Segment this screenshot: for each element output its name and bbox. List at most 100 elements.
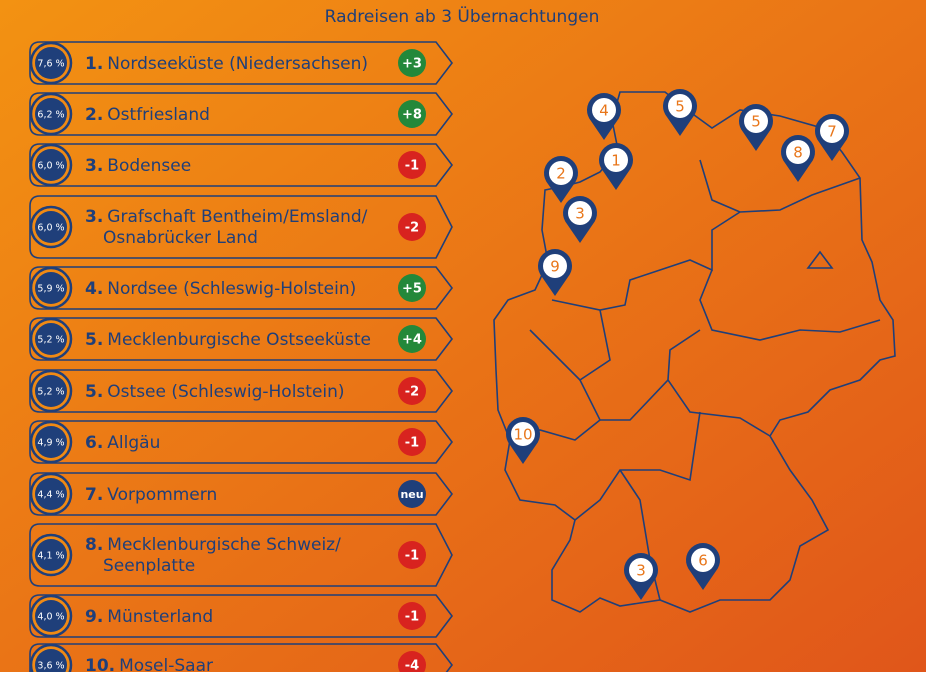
rank: 6. <box>85 433 103 453</box>
share-label: 5,2 % <box>37 335 64 346</box>
pin-label: 6 <box>698 552 708 570</box>
pin-head <box>543 254 567 278</box>
subtitle: Radreisen ab 3 Übernachtungen <box>325 5 600 27</box>
row-label: 10. Mosel-Saar <box>85 656 213 672</box>
share-label: 5,2 % <box>37 387 64 398</box>
map-pin: 6 <box>686 543 720 590</box>
map-pin: 4 <box>587 93 621 140</box>
region-name: Allgäu <box>107 433 160 453</box>
share-label: 4,9 % <box>37 438 64 449</box>
ranking-row: 6,0 % 3. Grafschaft Bentheim/Emsland/Osnab… <box>29 195 453 259</box>
ranking-row: 4,4 % 7. Vorpommern neu <box>29 472 454 516</box>
rank: 2. <box>85 105 103 125</box>
change-label: -2 <box>405 385 419 400</box>
change-badge <box>398 274 426 302</box>
region-name: Mecklenburgische Ostseeküste <box>107 330 371 350</box>
pin-head <box>549 161 573 185</box>
row-frame <box>29 472 454 516</box>
map-pin: 2 <box>544 156 578 203</box>
share-disc <box>35 98 67 130</box>
pin-head <box>511 422 535 446</box>
pin-label: 5 <box>675 98 685 116</box>
row-frame <box>29 195 453 259</box>
row-label: 9. Münsterland <box>85 607 213 627</box>
change-badge <box>398 602 426 630</box>
ranking-row: 6,0 % 3. Bodensee -1 <box>29 143 454 187</box>
change-badge <box>398 49 426 77</box>
pin-label: 9 <box>550 258 560 276</box>
change-label: -1 <box>405 549 419 564</box>
share-disc <box>35 272 67 304</box>
rank: 9. <box>85 607 103 627</box>
map-pin: 5 <box>663 89 697 136</box>
row-frame <box>29 143 454 187</box>
change-label: +4 <box>402 333 422 348</box>
rank: 3. <box>85 156 103 176</box>
row-label: 5. Ostsee (Schleswig-Holstein) <box>85 382 345 402</box>
region-name: Nordseeküste (Niedersachsen) <box>107 54 368 74</box>
map-pin: 9 <box>538 249 572 296</box>
change-label: neu <box>400 488 423 501</box>
share-disc <box>35 211 67 243</box>
row-label: 8. Mecklenburgische Schweiz/Seenplatte <box>85 535 341 576</box>
row-label: 3. Bodensee <box>85 156 191 176</box>
rank: 5. <box>85 330 103 350</box>
map-pin: 8 <box>781 135 815 182</box>
row-label: 5. Mecklenburgische Ostseeküste <box>85 330 371 350</box>
pin-head <box>629 558 653 582</box>
change-label: -4 <box>405 659 419 673</box>
map-pin: 3 <box>624 553 658 600</box>
map-pin: 7 <box>815 114 849 161</box>
region-name: Mecklenburgische Schweiz/ <box>107 535 341 555</box>
share-label: 6,2 % <box>37 110 64 121</box>
pin-label: 8 <box>793 144 803 162</box>
region-name: Bodensee <box>107 156 191 176</box>
row-label: 6. Allgäu <box>85 433 160 453</box>
map <box>493 91 896 613</box>
change-label: +5 <box>402 282 422 297</box>
pin-label: 5 <box>751 113 761 131</box>
share-label: 3,6 % <box>37 661 64 672</box>
change-badge <box>398 541 426 569</box>
share-disc <box>35 600 67 632</box>
region-name: Münsterland <box>107 607 213 627</box>
rank: 5. <box>85 382 103 402</box>
ranking-row: 5,2 % 5. Ostsee (Schleswig-Holstein) -2 <box>29 369 454 413</box>
region-name: Vorpommern <box>107 485 217 505</box>
change-badge <box>398 151 426 179</box>
row-label: 1. Nordseeküste (Niedersachsen) <box>85 54 368 74</box>
share-disc <box>35 375 67 407</box>
pin-head <box>592 98 616 122</box>
share-label: 4,0 % <box>37 612 64 623</box>
map-pin: 10 <box>506 417 541 464</box>
row-label: 2. Ostfriesland <box>85 105 210 125</box>
pin-label: 7 <box>827 123 837 141</box>
map-pin: 5 <box>739 104 773 151</box>
change-label: -1 <box>405 436 419 451</box>
share-label: 6,0 % <box>37 161 64 172</box>
share-label: 5,9 % <box>37 284 64 295</box>
share-disc <box>35 426 67 458</box>
row-frame <box>29 92 454 136</box>
change-badge <box>398 377 426 405</box>
rank: 3. <box>85 207 103 227</box>
row-frame <box>29 41 454 85</box>
share-label: 6,0 % <box>37 223 64 234</box>
ranking-row: 7,6 % 1. Nordseeküste (Niedersachsen) +3 <box>29 41 454 85</box>
change-label: -1 <box>405 159 419 174</box>
rank: 8. <box>85 535 103 555</box>
share-disc <box>35 649 67 676</box>
change-label: +3 <box>402 57 422 72</box>
pin-label: 2 <box>556 165 566 183</box>
change-label: -1 <box>405 610 419 625</box>
pin-label: 3 <box>575 205 585 223</box>
pin-head <box>744 109 768 133</box>
change-label: -2 <box>405 221 419 236</box>
share-disc <box>35 149 67 181</box>
pin-label: 10 <box>513 426 532 444</box>
region-name: Mosel-Saar <box>119 656 213 672</box>
share-disc <box>35 539 67 571</box>
